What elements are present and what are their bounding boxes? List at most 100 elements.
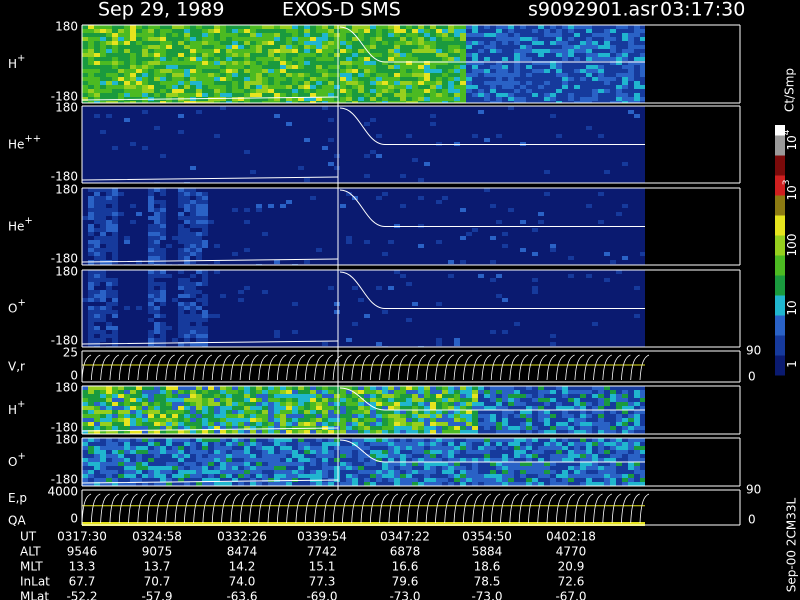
pixel	[310, 126, 316, 130]
panel-label: He++	[8, 134, 41, 152]
pixel	[610, 134, 616, 138]
pixel	[514, 61, 520, 65]
pixel	[364, 240, 370, 244]
pixel	[418, 65, 424, 69]
pixel	[160, 212, 166, 216]
pixel	[250, 256, 256, 260]
pixel	[364, 77, 370, 81]
pixel	[340, 224, 346, 228]
pixel	[226, 29, 232, 33]
pixel	[424, 81, 430, 85]
pixel	[340, 122, 346, 126]
pixel	[106, 122, 112, 126]
pixel	[346, 256, 352, 260]
pixel	[124, 178, 130, 182]
pixel	[214, 101, 220, 103]
pixel	[370, 208, 376, 212]
pixel	[322, 166, 328, 170]
pixel	[382, 49, 388, 53]
pixel	[316, 130, 322, 134]
pixel	[280, 146, 286, 150]
pixel	[418, 216, 424, 220]
pixel	[118, 170, 124, 174]
pixel	[454, 114, 460, 118]
pixel	[544, 130, 550, 134]
pixel	[418, 57, 424, 61]
pixel	[478, 106, 484, 110]
pixel	[190, 85, 196, 89]
pixel	[628, 138, 634, 142]
pixel	[232, 244, 238, 248]
pixel	[280, 154, 286, 158]
pixel	[334, 77, 340, 81]
pixel	[634, 69, 640, 73]
pixel	[568, 114, 574, 118]
pixel	[310, 236, 316, 240]
pixel	[124, 37, 130, 41]
pixel	[148, 45, 154, 49]
pixel	[454, 97, 460, 101]
pixel	[490, 97, 496, 101]
pixel	[142, 166, 148, 170]
pixel	[148, 220, 154, 224]
pixel	[514, 85, 520, 89]
pixel	[418, 208, 424, 212]
pixel	[160, 101, 166, 103]
pixel	[106, 138, 112, 142]
pixel	[154, 33, 160, 37]
pixel	[364, 196, 370, 200]
pixel	[532, 53, 538, 57]
pixel	[196, 114, 202, 118]
pixel	[622, 114, 628, 118]
pixel	[604, 138, 610, 142]
pixel	[550, 178, 556, 182]
pixel	[508, 65, 514, 69]
pixel	[172, 174, 178, 178]
pixel	[256, 101, 262, 103]
pixel	[526, 130, 532, 134]
pixel	[160, 248, 166, 252]
pixel	[166, 89, 172, 93]
pixel	[148, 200, 154, 204]
pixel	[586, 118, 592, 122]
pixel	[280, 158, 286, 162]
pixel	[178, 25, 184, 29]
pixel	[472, 170, 478, 174]
pixel	[358, 154, 364, 158]
pixel	[136, 188, 142, 192]
pixel	[556, 85, 562, 89]
pixel	[550, 122, 556, 126]
pixel	[442, 45, 448, 49]
pixel	[304, 162, 310, 166]
pixel	[370, 57, 376, 61]
pixel	[214, 208, 220, 212]
pixel	[136, 57, 142, 61]
pixel	[352, 97, 358, 101]
pixel	[226, 73, 232, 77]
pixel	[124, 192, 130, 196]
pixel	[364, 114, 370, 118]
pixel	[100, 158, 106, 162]
pixel	[418, 89, 424, 93]
pixel	[190, 89, 196, 93]
pixel	[340, 29, 346, 33]
pixel	[322, 85, 328, 89]
pixel	[454, 106, 460, 110]
pixel	[400, 170, 406, 174]
pixel	[388, 114, 394, 118]
pixel	[244, 81, 250, 85]
pixel	[400, 57, 406, 61]
pixel	[610, 162, 616, 166]
pixel	[274, 53, 280, 57]
pixel	[592, 166, 598, 170]
pixel	[214, 178, 220, 182]
pixel	[628, 85, 634, 89]
pixel	[106, 73, 112, 77]
pixel	[232, 248, 238, 252]
pixel	[316, 85, 322, 89]
pixel	[220, 97, 226, 101]
pixel	[88, 61, 94, 65]
pixel	[394, 228, 400, 232]
pixel	[310, 178, 316, 182]
